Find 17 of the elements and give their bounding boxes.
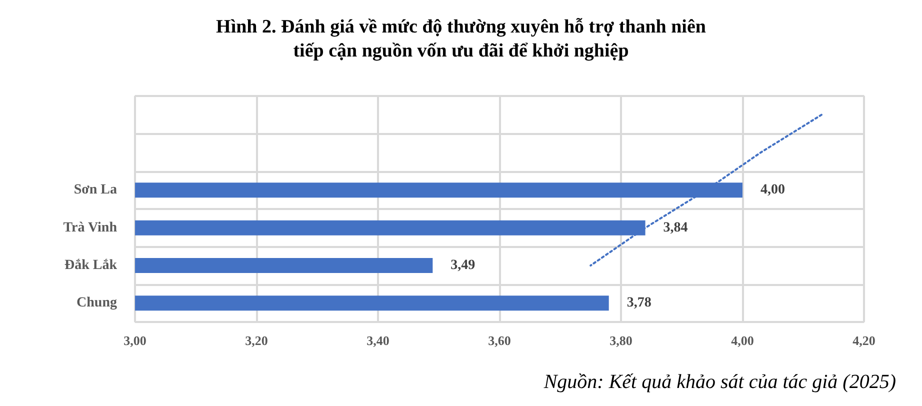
y-tick-label: Trà Vinh — [63, 220, 118, 236]
x-tick-label: 3,80 — [610, 333, 632, 348]
chart-title: Hình 2. Đánh giá về mức độ thường xuyên hỗ trợ thanh niên tiếp cận nguồn vốn ưu đãi để khởi nghiệp — [216, 16, 706, 62]
x-tick-label: 3,40 — [366, 333, 390, 348]
y-tick-label: Chung — [76, 296, 117, 311]
data-label: 3,84 — [663, 220, 688, 236]
x-tick-label: 3,00 — [124, 333, 146, 348]
x-tick-label: 3,20 — [245, 333, 268, 348]
x-tick-label: 3,60 — [488, 333, 511, 348]
x-tick-label: 4,20 — [852, 333, 876, 348]
data-label: 4,00 — [760, 182, 785, 198]
text: Nguồn: Kết quả khảo sát của tác giả (2025) — [542, 371, 896, 393]
data-label: 3,49 — [450, 258, 476, 273]
x-tick-label: 4,00 — [731, 333, 754, 348]
data-label: 3,78 — [626, 296, 652, 311]
y-tick-label: Đắk Lắk — [64, 258, 118, 273]
y-tick-label: Sơn La — [74, 182, 117, 198]
